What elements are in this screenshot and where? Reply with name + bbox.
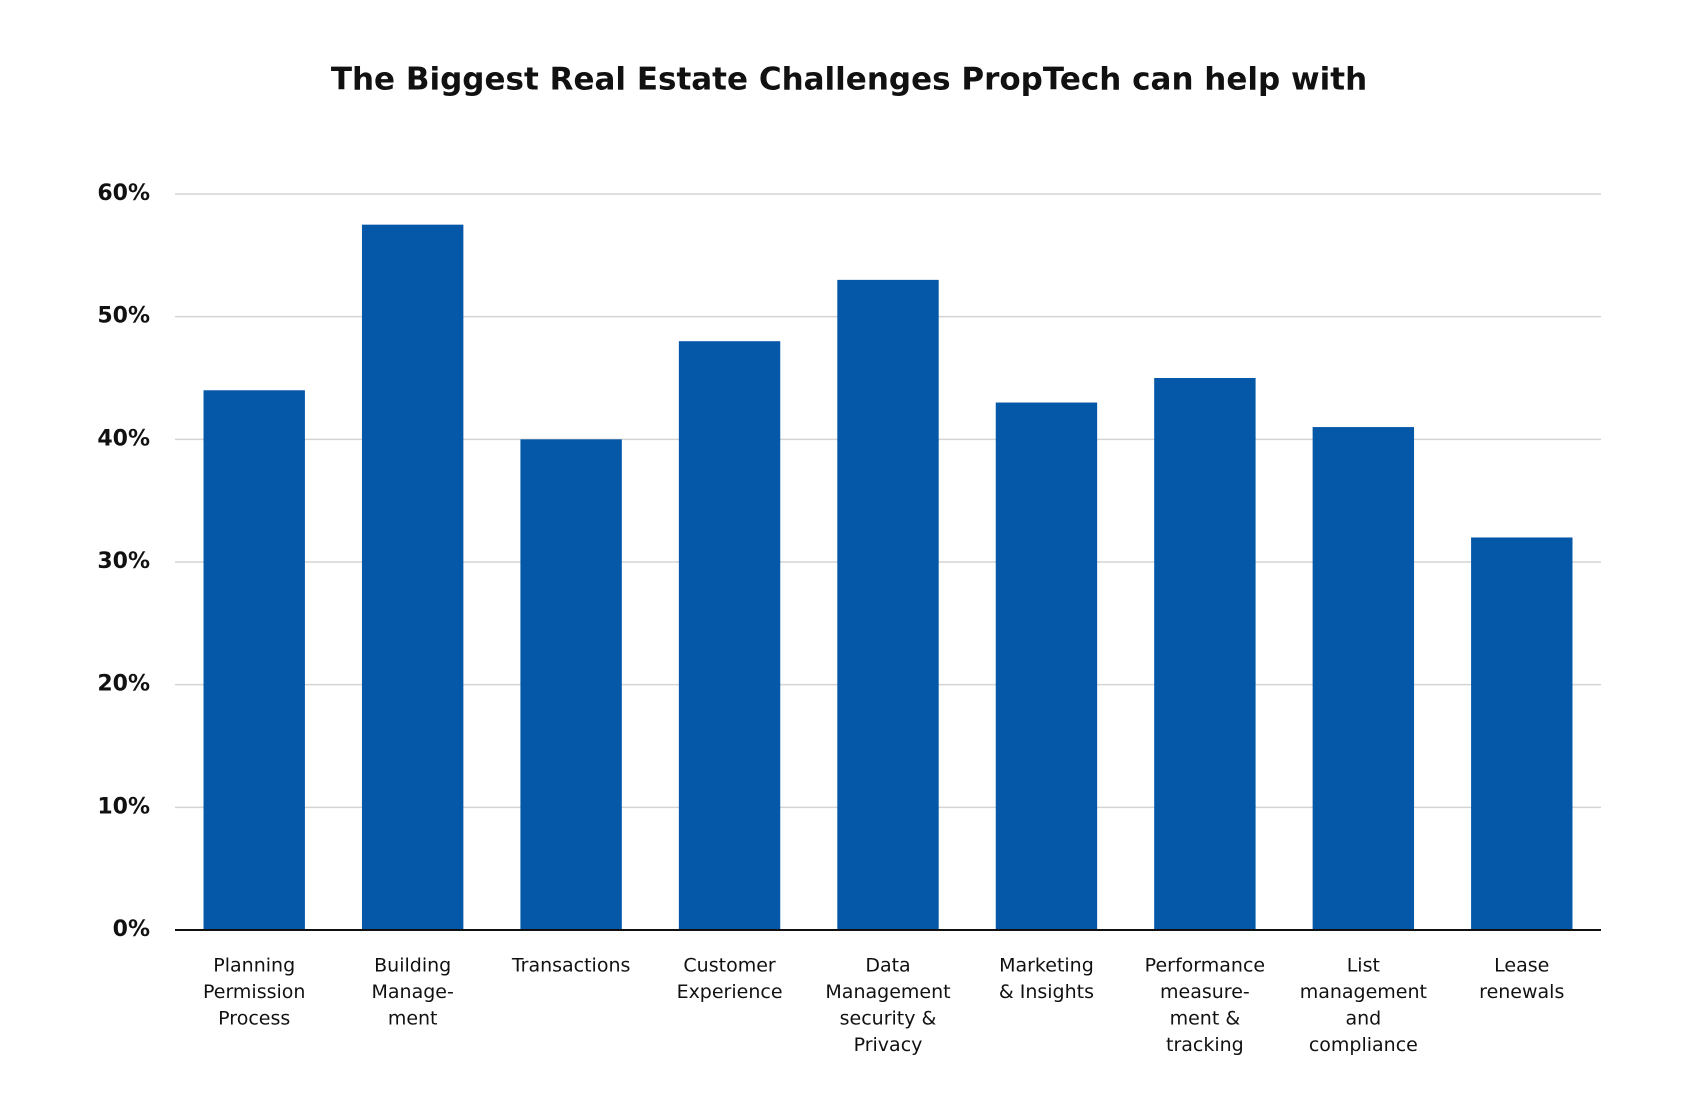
x-tick-label: Experience: [677, 981, 783, 1003]
x-tick-label: Lease: [1494, 955, 1549, 977]
y-tick-label: 40%: [97, 426, 150, 451]
x-tick-label: Management: [825, 981, 950, 1003]
x-tick-label: Customer: [683, 955, 775, 977]
x-tick-label: Marketing: [999, 955, 1094, 977]
x-tick-label: ment &: [1170, 1008, 1241, 1030]
x-tick-label: renewals: [1479, 981, 1564, 1003]
x-tick-label: Planning: [213, 955, 295, 977]
x-tick-label: Building: [374, 955, 451, 977]
x-tick-label: List: [1347, 955, 1380, 977]
x-tick-label: ment: [388, 1008, 438, 1030]
x-tick-label: Permission: [203, 981, 305, 1003]
bar: [678, 341, 781, 930]
bar: [1154, 378, 1256, 930]
x-tick-label: Privacy: [854, 1034, 923, 1056]
y-tick-label: 10%: [97, 794, 150, 819]
x-tick-label: management: [1300, 981, 1427, 1003]
x-tick-label: and: [1345, 1008, 1381, 1030]
chart-title: The Biggest Real Estate Challenges PropT…: [331, 62, 1367, 98]
x-tick-label: Performance: [1145, 955, 1265, 977]
y-tick-label: 30%: [97, 549, 150, 574]
x-tick-label: tracking: [1166, 1034, 1244, 1056]
bar: [203, 390, 305, 930]
x-tick-label: & Insights: [999, 981, 1094, 1003]
y-tick-label: 20%: [97, 672, 150, 697]
bar: [520, 439, 622, 930]
bar: [361, 224, 464, 930]
bar: [1312, 427, 1415, 930]
x-tick-label: measure-: [1160, 981, 1250, 1003]
bar: [837, 279, 939, 930]
y-tick-label: 0%: [113, 917, 150, 942]
bar: [995, 402, 1098, 930]
y-tick-label: 50%: [97, 304, 150, 329]
bar: [1471, 537, 1573, 930]
x-tick-label: Data: [865, 955, 910, 977]
x-tick-label: security &: [840, 1008, 937, 1030]
y-tick-label: 60%: [97, 181, 150, 206]
x-tick-label: Transactions: [511, 955, 631, 977]
x-tick-label: Process: [218, 1008, 290, 1030]
x-tick-label: Manage-: [372, 981, 454, 1003]
x-tick-label: compliance: [1309, 1034, 1418, 1056]
